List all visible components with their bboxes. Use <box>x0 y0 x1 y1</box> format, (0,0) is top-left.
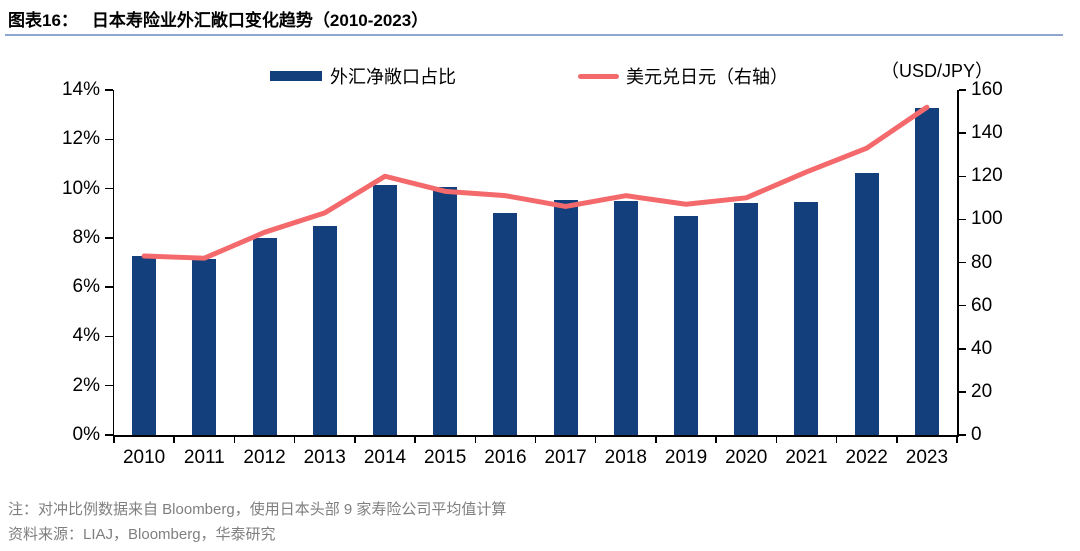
right-axis-tick-label: 80 <box>971 251 993 273</box>
x-axis-tick <box>835 436 838 443</box>
footnote-source: 资料来源：LIAJ，Bloomberg，华泰研究 <box>8 526 276 543</box>
usdjpy-line <box>141 104 930 261</box>
x-axis-tick <box>474 436 477 443</box>
figure-title: 图表16： 日本寿险业外汇敞口变化趋势（2010-2023） <box>8 6 428 31</box>
right-axis-unit-label: （USD/JPY） <box>881 61 994 81</box>
left-axis-tick <box>105 286 113 288</box>
x-axis-tick <box>233 436 236 443</box>
x-axis-tick <box>534 436 537 443</box>
bar-2014 <box>372 184 397 435</box>
legend-bar-swatch <box>270 71 322 81</box>
bar-2012 <box>252 237 277 435</box>
right-axis-tick-label: 140 <box>971 122 1003 144</box>
x-axis-tick <box>715 436 717 443</box>
left-axis-tick-label: 0% <box>72 424 100 445</box>
left-axis-tick <box>105 335 113 338</box>
right-axis-tick-label: 160 <box>971 79 1003 100</box>
right-axis-tick <box>958 391 966 393</box>
right-axis-tick-label: 60 <box>971 294 993 316</box>
x-label-2016: 2016 <box>484 447 527 468</box>
x-axis-line <box>112 435 959 437</box>
left-axis-tick <box>105 434 113 436</box>
right-axis-tick-label: 20 <box>971 380 993 402</box>
bar-2018 <box>613 200 638 435</box>
left-axis-line <box>112 90 114 437</box>
figure-number: 图表16： <box>8 11 78 30</box>
bar-2021 <box>794 202 819 435</box>
left-axis-tick-label: 8% <box>72 226 100 248</box>
x-axis-tick <box>896 436 898 443</box>
right-axis-tick <box>958 261 966 264</box>
x-label-2019: 2019 <box>664 447 708 468</box>
right-axis-tick <box>958 89 966 91</box>
x-axis-tick <box>594 436 597 443</box>
x-label-2014: 2014 <box>363 447 407 468</box>
right-axis-tick <box>958 218 966 221</box>
bar-2015 <box>433 187 458 435</box>
right-axis-tick-label: 100 <box>971 208 1003 230</box>
right-axis-tick <box>958 304 966 307</box>
left-axis-tick <box>105 138 113 141</box>
right-axis-line <box>957 90 959 437</box>
x-label-2022: 2022 <box>845 447 888 468</box>
left-axis-tick <box>105 187 113 190</box>
right-axis-tick <box>958 175 966 177</box>
left-axis-tick-label: 4% <box>72 325 100 347</box>
x-axis-tick <box>293 436 296 443</box>
x-axis-tick <box>354 436 356 443</box>
left-axis-tick-label: 2% <box>72 374 100 396</box>
left-axis-tick-label: 6% <box>72 276 100 298</box>
bar-2010 <box>132 256 157 435</box>
left-axis-tick-label: 10% <box>61 177 100 199</box>
x-axis-tick <box>173 436 175 443</box>
right-axis-tick <box>958 434 966 436</box>
x-axis-tick <box>414 436 416 443</box>
right-axis-tick-label: 0 <box>971 424 982 445</box>
usdjpy-line-path <box>141 104 930 261</box>
x-axis-tick <box>775 436 778 443</box>
x-label-2020: 2020 <box>725 447 768 468</box>
x-axis-tick <box>113 436 115 443</box>
x-label-2018: 2018 <box>604 447 647 468</box>
figure-footnotes: 注：对冲比例数据来自 Bloomberg，使用日本头部 9 家寿险公司平均值计算… <box>8 497 506 547</box>
right-axis-tick-label: 120 <box>971 165 1003 187</box>
x-label-2011: 2011 <box>183 447 225 468</box>
legend-line-swatch <box>578 74 619 79</box>
right-axis-tick <box>958 132 966 134</box>
bar-2020 <box>734 203 759 435</box>
bar-2022 <box>854 172 879 435</box>
bar-2023 <box>914 108 939 435</box>
x-label-2021: 2021 <box>785 447 828 468</box>
left-axis-tick-label: 12% <box>61 128 100 150</box>
left-axis-tick <box>105 237 113 239</box>
figure-title-text: 日本寿险业外汇敞口变化趋势（2010-2023） <box>91 11 429 30</box>
x-axis-tick <box>655 436 657 443</box>
bar-2019 <box>674 215 699 435</box>
bar-2013 <box>312 225 337 435</box>
x-label-2023: 2023 <box>905 447 949 468</box>
x-axis-tick <box>956 436 958 443</box>
bar-2011 <box>192 258 217 435</box>
right-axis-tick-label: 40 <box>971 337 993 359</box>
left-axis-tick <box>105 89 113 91</box>
x-label-2012: 2012 <box>243 447 286 468</box>
x-label-2017: 2017 <box>544 447 587 468</box>
x-label-2015: 2015 <box>424 447 467 468</box>
x-label-2010: 2010 <box>122 447 166 468</box>
title-divider <box>5 34 1063 36</box>
legend-bar-label: 外汇净敞口占比 <box>330 67 456 87</box>
x-label-2013: 2013 <box>303 447 346 468</box>
bar-2016 <box>493 213 518 435</box>
footnote-note: 注：对冲比例数据来自 Bloomberg，使用日本头部 9 家寿险公司平均值计算 <box>8 501 507 518</box>
right-axis-tick <box>958 348 966 350</box>
left-axis-tick-label: 14% <box>61 79 100 100</box>
left-axis-tick <box>105 384 113 387</box>
legend-line-label: 美元兑日元（右轴） <box>626 67 788 87</box>
bar-2017 <box>553 199 578 435</box>
